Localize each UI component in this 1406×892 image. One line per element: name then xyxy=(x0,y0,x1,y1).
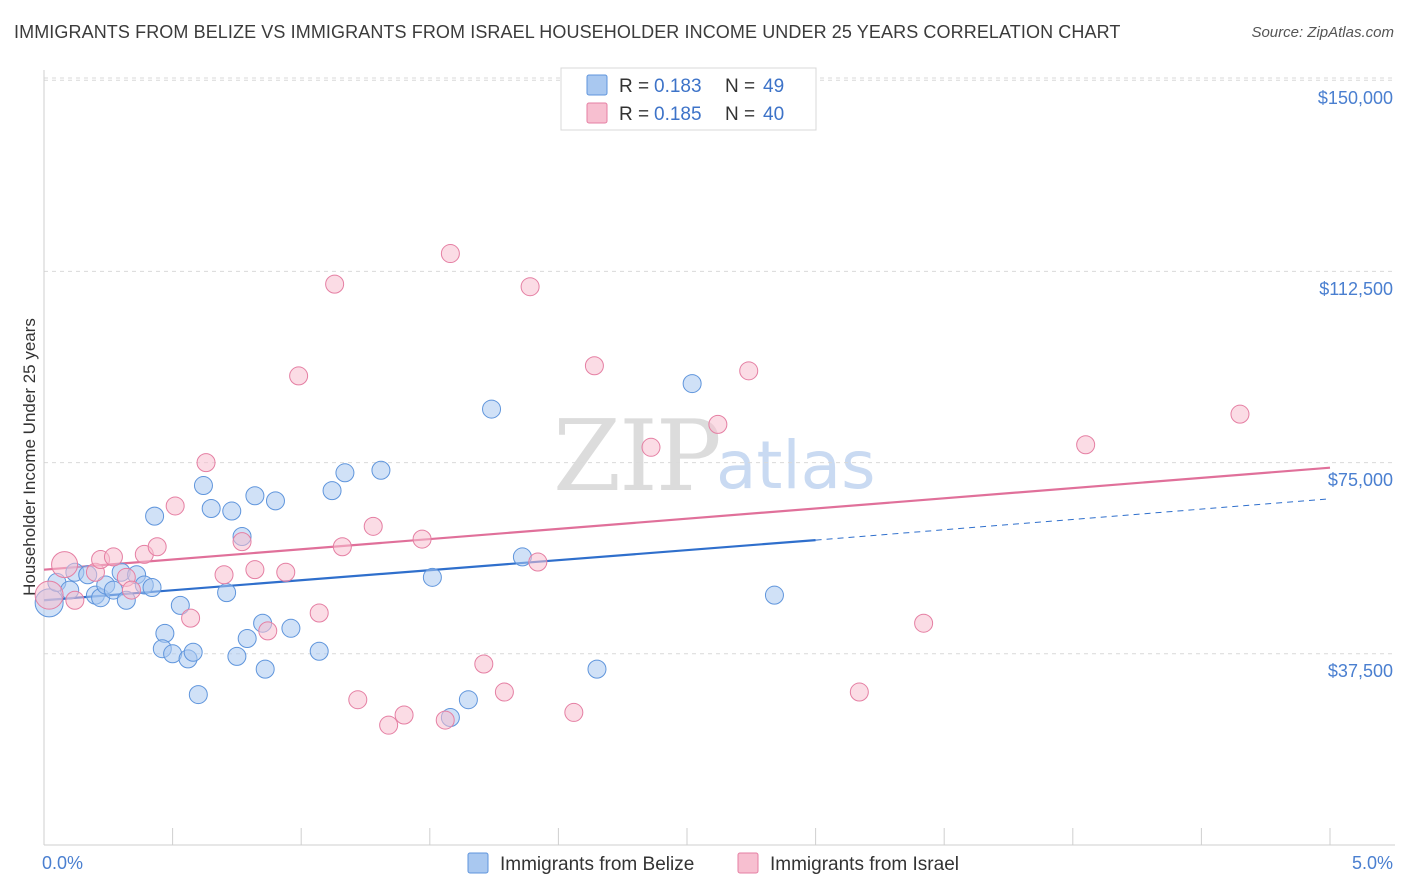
point-israel-37 xyxy=(739,361,759,381)
point-israel-18 xyxy=(289,366,309,386)
point-israel-12 xyxy=(196,453,216,473)
point-israel-11 xyxy=(181,608,201,628)
point-belize-44 xyxy=(682,374,702,394)
series-legend-swatch-belize xyxy=(467,852,489,874)
point-israel-23 xyxy=(363,516,383,536)
point-israel-33 xyxy=(564,702,584,722)
y-tick-label-112500: $112,500 xyxy=(1319,279,1393,299)
scatter-points xyxy=(34,244,1250,735)
point-belize-21 xyxy=(188,685,208,705)
legend-r-label-belize: R = xyxy=(619,76,649,97)
point-israel-2 xyxy=(65,590,85,610)
point-israel-36 xyxy=(708,414,728,434)
chart-title: IMMIGRANTS FROM BELIZE VS IMMIGRANTS FRO… xyxy=(14,22,1121,42)
y-tick-labels: $150,000 $112,500 $75,000 $37,500 xyxy=(1318,88,1393,681)
point-belize-29 xyxy=(245,486,265,506)
point-israel-22 xyxy=(348,690,368,710)
axes xyxy=(43,70,1395,846)
point-belize-32 xyxy=(265,491,285,511)
x-tick-label-min: 0.0% xyxy=(42,853,83,873)
legend-n-value-belize: 49 xyxy=(763,76,784,97)
point-belize-18 xyxy=(170,595,190,615)
legend-r-value-israel: 0.185 xyxy=(654,104,702,125)
point-israel-28 xyxy=(440,244,460,264)
trend-line-belize-projection xyxy=(815,498,1331,541)
series-legend-label-israel: Immigrants from Israel xyxy=(770,854,959,875)
point-israel-29 xyxy=(474,654,494,674)
point-israel-38 xyxy=(849,682,869,702)
point-israel-15 xyxy=(245,560,265,580)
y-tick-label-75000: $75,000 xyxy=(1328,470,1393,490)
legend-n-value-israel: 40 xyxy=(763,104,784,125)
point-israel-19 xyxy=(309,603,329,623)
series-legend-swatch-israel xyxy=(737,852,759,874)
point-belize-31 xyxy=(255,659,275,679)
point-belize-40 xyxy=(458,690,478,710)
point-israel-24 xyxy=(379,715,399,735)
point-israel-32 xyxy=(528,552,548,572)
point-israel-16 xyxy=(258,621,278,641)
point-israel-40 xyxy=(1076,435,1096,455)
point-israel-41 xyxy=(1230,404,1250,424)
source-credit: Source: ZipAtlas.com xyxy=(1251,24,1394,41)
point-belize-25 xyxy=(222,501,242,521)
point-israel-21 xyxy=(332,537,352,557)
point-belize-45 xyxy=(764,585,784,605)
series-legend: Immigrants from Belize Immigrants from I… xyxy=(467,852,959,875)
point-belize-23 xyxy=(201,498,221,518)
x-tick-marks xyxy=(43,828,1331,845)
point-israel-20 xyxy=(325,274,345,294)
point-israel-25 xyxy=(394,705,414,725)
legend-n-label-belize: N = xyxy=(725,76,755,97)
point-belize-41 xyxy=(482,399,502,419)
point-belize-13 xyxy=(142,578,162,598)
point-israel-31 xyxy=(520,277,540,297)
legend-r-label-israel: R = xyxy=(619,104,649,125)
point-belize-24 xyxy=(217,583,237,603)
point-belize-37 xyxy=(371,460,391,480)
point-israel-14 xyxy=(232,532,252,552)
series-legend-label-belize: Immigrants from Belize xyxy=(500,854,694,875)
point-israel-13 xyxy=(214,565,234,585)
point-israel-1 xyxy=(51,551,79,579)
y-axis-title: Householder Income Under 25 years xyxy=(20,318,39,596)
point-israel-0 xyxy=(34,580,64,610)
point-israel-35 xyxy=(641,437,661,457)
watermark-zip: ZIP xyxy=(553,400,720,514)
point-belize-35 xyxy=(322,481,342,501)
point-belize-38 xyxy=(422,567,442,587)
point-israel-9 xyxy=(147,537,167,557)
x-tick-label-max: 5.0% xyxy=(1352,853,1393,873)
point-israel-7 xyxy=(121,580,141,600)
point-belize-34 xyxy=(309,641,329,661)
point-belize-14 xyxy=(145,506,165,526)
point-belize-26 xyxy=(227,646,247,666)
legend-r-value-belize: 0.183 xyxy=(654,76,702,97)
point-belize-43 xyxy=(587,659,607,679)
watermark-atlas: atlas xyxy=(716,427,876,504)
point-belize-28 xyxy=(237,629,257,649)
trend-line-israel xyxy=(43,466,1331,571)
point-israel-27 xyxy=(435,710,455,730)
point-israel-39 xyxy=(914,613,934,633)
legend-swatch-israel xyxy=(586,102,608,124)
legend-swatch-belize xyxy=(586,74,608,96)
correlation-legend: R = 0.183 N = 49 R = 0.185 N = 40 xyxy=(560,67,817,131)
y-tick-label-37500: $37,500 xyxy=(1328,661,1393,681)
point-israel-17 xyxy=(276,562,296,582)
point-israel-34 xyxy=(584,356,604,376)
legend-n-label-israel: N = xyxy=(725,104,755,125)
y-tick-label-150000: $150,000 xyxy=(1318,88,1393,108)
point-israel-5 xyxy=(103,547,123,567)
point-israel-26 xyxy=(412,529,432,549)
point-belize-36 xyxy=(335,463,355,483)
point-belize-20 xyxy=(183,642,203,662)
point-belize-33 xyxy=(281,618,301,638)
point-belize-22 xyxy=(193,476,213,496)
point-israel-10 xyxy=(165,496,185,516)
point-israel-30 xyxy=(494,682,514,702)
